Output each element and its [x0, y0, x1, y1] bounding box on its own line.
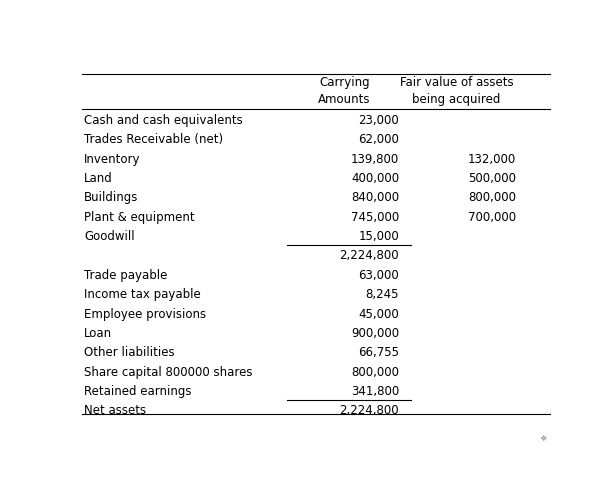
- Text: 139,800: 139,800: [351, 152, 399, 165]
- Text: Employee provisions: Employee provisions: [84, 307, 206, 320]
- Text: 132,000: 132,000: [468, 152, 516, 165]
- Text: 2,224,800: 2,224,800: [339, 249, 399, 263]
- Text: Net assets: Net assets: [84, 404, 146, 417]
- Text: Inventory: Inventory: [84, 152, 140, 165]
- Text: 800,000: 800,000: [468, 191, 516, 204]
- Text: 800,000: 800,000: [351, 366, 399, 379]
- Text: Share capital 800000 shares: Share capital 800000 shares: [84, 366, 253, 379]
- Text: 63,000: 63,000: [359, 269, 399, 282]
- Text: 745,000: 745,000: [351, 211, 399, 224]
- Text: 2,224,800: 2,224,800: [339, 404, 399, 417]
- Text: Plant & equipment: Plant & equipment: [84, 211, 195, 224]
- Text: Trade payable: Trade payable: [84, 269, 168, 282]
- Text: Trades Receivable (net): Trades Receivable (net): [84, 133, 223, 146]
- Text: 341,800: 341,800: [351, 385, 399, 398]
- Text: Income tax payable: Income tax payable: [84, 288, 201, 301]
- Text: 900,000: 900,000: [351, 327, 399, 340]
- Text: 8,245: 8,245: [366, 288, 399, 301]
- Text: Land: Land: [84, 172, 113, 185]
- Text: 700,000: 700,000: [468, 211, 516, 224]
- Text: 66,755: 66,755: [359, 346, 399, 359]
- Text: 400,000: 400,000: [351, 172, 399, 185]
- Text: Cash and cash equivalents: Cash and cash equivalents: [84, 114, 243, 127]
- Text: Fair value of assets
being acquired: Fair value of assets being acquired: [400, 76, 513, 106]
- Text: Buildings: Buildings: [84, 191, 139, 204]
- Text: ❖: ❖: [540, 434, 547, 443]
- Text: Loan: Loan: [84, 327, 112, 340]
- Text: 23,000: 23,000: [359, 114, 399, 127]
- Text: Other liabilities: Other liabilities: [84, 346, 175, 359]
- Text: Goodwill: Goodwill: [84, 230, 135, 243]
- Text: 840,000: 840,000: [351, 191, 399, 204]
- Text: Carrying
Amounts: Carrying Amounts: [318, 76, 371, 106]
- Text: 62,000: 62,000: [359, 133, 399, 146]
- Text: 500,000: 500,000: [468, 172, 516, 185]
- Text: 45,000: 45,000: [359, 307, 399, 320]
- Text: 15,000: 15,000: [359, 230, 399, 243]
- Text: Retained earnings: Retained earnings: [84, 385, 192, 398]
